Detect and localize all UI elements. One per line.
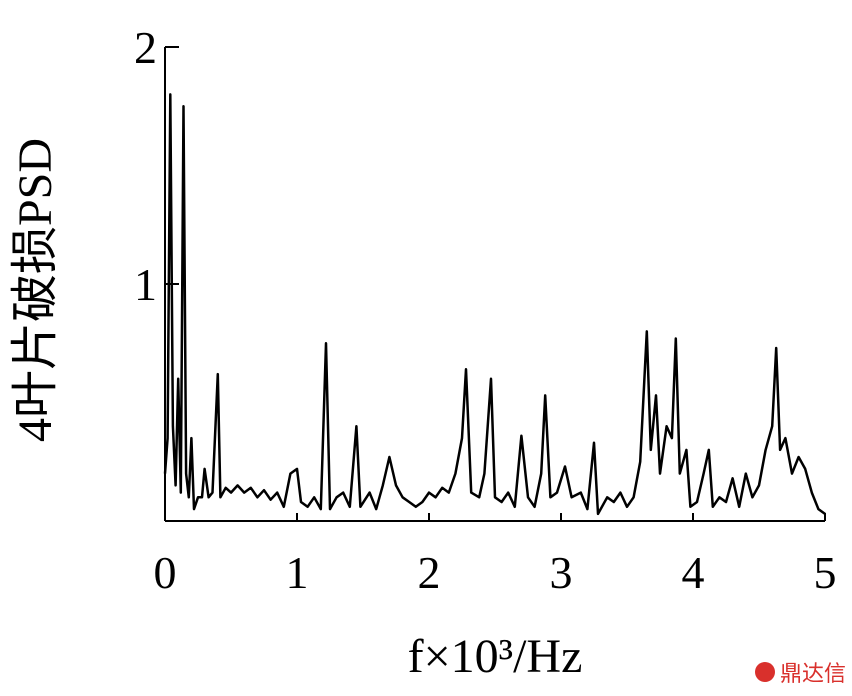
x-axis-label: f×10³/Hz xyxy=(408,630,583,683)
x-tick-label: 0 xyxy=(154,547,177,598)
y-tick-label: 1 xyxy=(134,259,157,310)
x-tick-label: 3 xyxy=(550,547,573,598)
watermark: 鼎达信 xyxy=(780,662,846,687)
x-tick-label: 5 xyxy=(814,547,837,598)
y-tick-label: 2 xyxy=(134,22,157,73)
y-axis-label: 4叶片破损PSD xyxy=(9,138,62,442)
x-tick-label: 2 xyxy=(418,547,441,598)
watermark-logo xyxy=(755,662,775,682)
x-tick-label: 1 xyxy=(286,547,309,598)
x-tick-label: 4 xyxy=(682,547,705,598)
psd-line xyxy=(163,93,826,516)
